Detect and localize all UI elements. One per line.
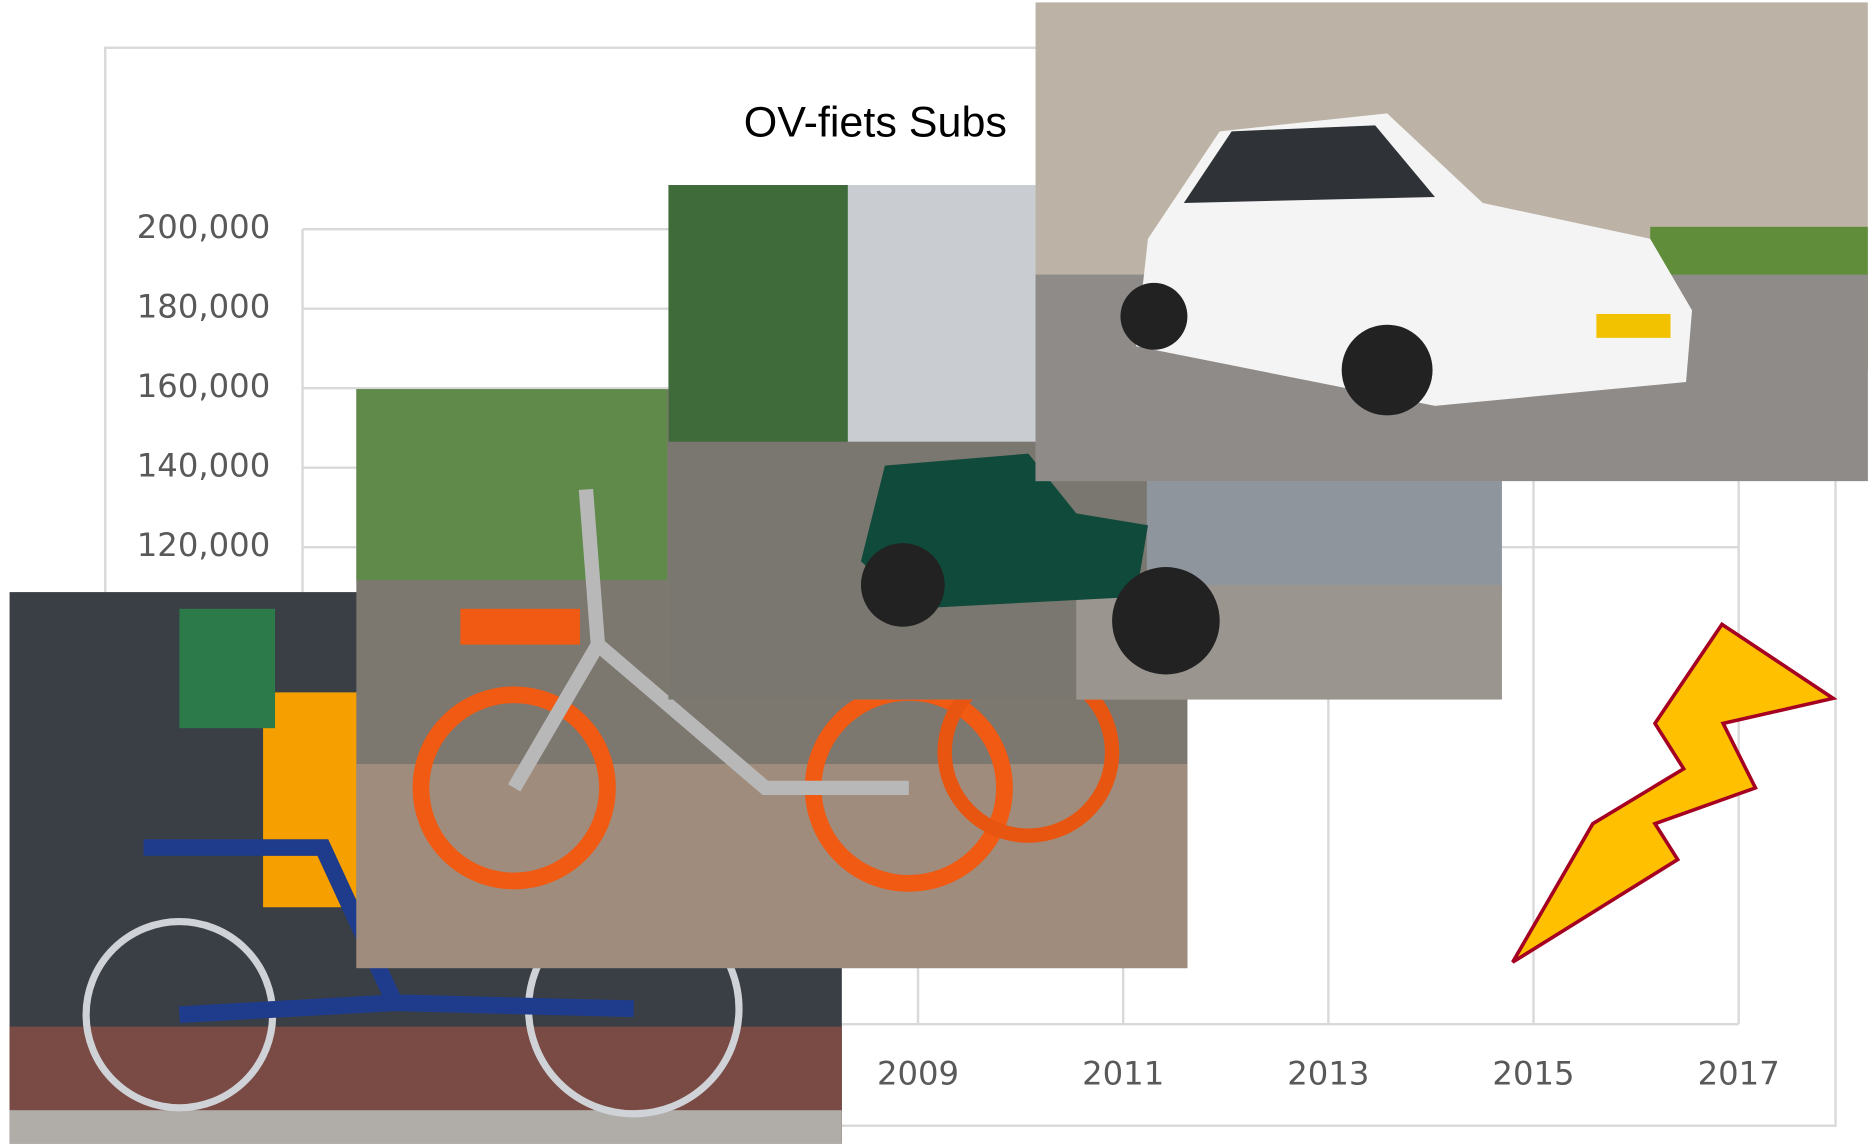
wheel [1112, 567, 1220, 675]
y-tick-label: 120,000 [137, 526, 270, 564]
wheel [412, 686, 616, 890]
pavement [356, 764, 1188, 969]
trees [356, 389, 668, 581]
wheel [1120, 282, 1188, 350]
x-tick-label: 2011 [1082, 1055, 1164, 1093]
x-tick-label: 2013 [1287, 1055, 1369, 1093]
photo-car [1035, 2, 1868, 482]
lightning-bolt [1511, 621, 1838, 964]
y-tick-label: 160,000 [137, 367, 270, 405]
x-tick-label: 2009 [877, 1055, 959, 1093]
frame [507, 488, 909, 796]
pants [263, 692, 371, 908]
windshield [1183, 125, 1435, 203]
y-tick-label: 180,000 [137, 288, 270, 326]
backpack [179, 608, 276, 729]
x-tick-label: 2017 [1698, 1055, 1780, 1093]
curb [9, 1110, 842, 1144]
wheel [1341, 324, 1433, 416]
trees [668, 185, 848, 460]
x-tick-label: 2015 [1492, 1055, 1574, 1093]
wheel [860, 543, 945, 627]
basket [460, 608, 580, 645]
y-tick-label: 200,000 [137, 208, 270, 246]
plate [1596, 313, 1671, 338]
chart-title: OV-fiets Subs [744, 99, 1007, 147]
y-tick-label: 140,000 [137, 447, 270, 485]
